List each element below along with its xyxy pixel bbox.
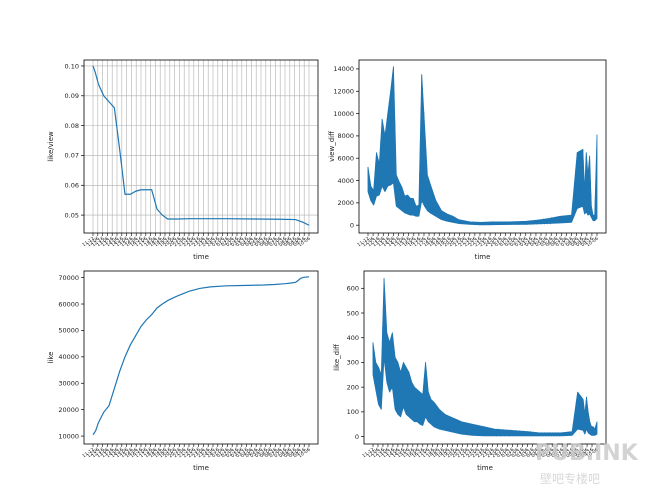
y-tick-label: 0.07	[65, 152, 79, 160]
y-tick-label: 0	[350, 221, 354, 229]
y-tick-label: 30000	[58, 380, 79, 388]
plot-frame	[358, 59, 607, 234]
series-line	[367, 66, 598, 226]
y-tick-label: 400	[347, 334, 359, 342]
y-tick-label: 2000	[337, 199, 354, 207]
watermark: PUB.INK 壁吧专楼吧	[535, 441, 639, 486]
y-tick-label: 70000	[58, 274, 79, 282]
chart-panel-like_diff: 010020030040050060011-1212-0612-1613-061…	[333, 270, 607, 472]
plot-frame	[83, 59, 319, 234]
y-axis-label: like/view	[47, 131, 55, 162]
y-tick-label: 200	[347, 383, 359, 391]
y-tick-label: 0.10	[65, 62, 79, 70]
watermark-subtext: 壁吧专楼吧	[540, 471, 600, 486]
watermark-text: PUB.INK	[535, 441, 639, 466]
y-tick-label: 300	[347, 359, 359, 367]
y-tick-label: 6000	[337, 155, 354, 163]
y-axis-label: like	[47, 351, 55, 363]
y-tick-label: 0.05	[65, 211, 79, 219]
y-tick-label: 500	[347, 309, 359, 317]
series-line	[92, 276, 310, 436]
y-tick-label: 0	[355, 433, 359, 441]
series-line	[372, 278, 598, 437]
y-axis-label: like_diff	[333, 344, 341, 371]
y-tick-label: 10000	[58, 432, 79, 440]
y-tick-label: 50000	[58, 327, 79, 335]
chart-panel-like: 1000020000300004000050000600007000011-12…	[47, 270, 319, 472]
y-tick-label: 0.06	[65, 182, 79, 190]
x-axis-label: time	[193, 464, 209, 472]
y-tick-label: 8000	[337, 132, 354, 140]
plot-frame	[83, 270, 319, 445]
y-tick-label: 4000	[337, 177, 354, 185]
y-tick-label: 0.09	[65, 92, 79, 100]
y-axis-label: view_diff	[328, 131, 336, 162]
series-line	[92, 65, 310, 226]
plot-frame	[363, 270, 607, 445]
y-tick-label: 10000	[333, 110, 354, 118]
y-tick-label: 60000	[58, 300, 79, 308]
y-tick-label: 600	[347, 285, 359, 293]
y-tick-label: 0.08	[65, 122, 79, 130]
y-tick-label: 12000	[333, 88, 354, 96]
x-axis-label: time	[477, 464, 493, 472]
x-axis-label: time	[475, 253, 491, 261]
y-tick-label: 40000	[58, 353, 79, 361]
chart-panel-view_diff: 0200040006000800010000120001400011-1212-…	[328, 59, 607, 261]
y-tick-label: 100	[347, 408, 359, 416]
x-axis-label: time	[193, 253, 209, 261]
y-tick-label: 14000	[333, 65, 354, 73]
chart-panel-like_view: 0.050.060.070.080.090.1011-1212-0612-161…	[47, 59, 319, 261]
y-tick-label: 20000	[58, 406, 79, 414]
